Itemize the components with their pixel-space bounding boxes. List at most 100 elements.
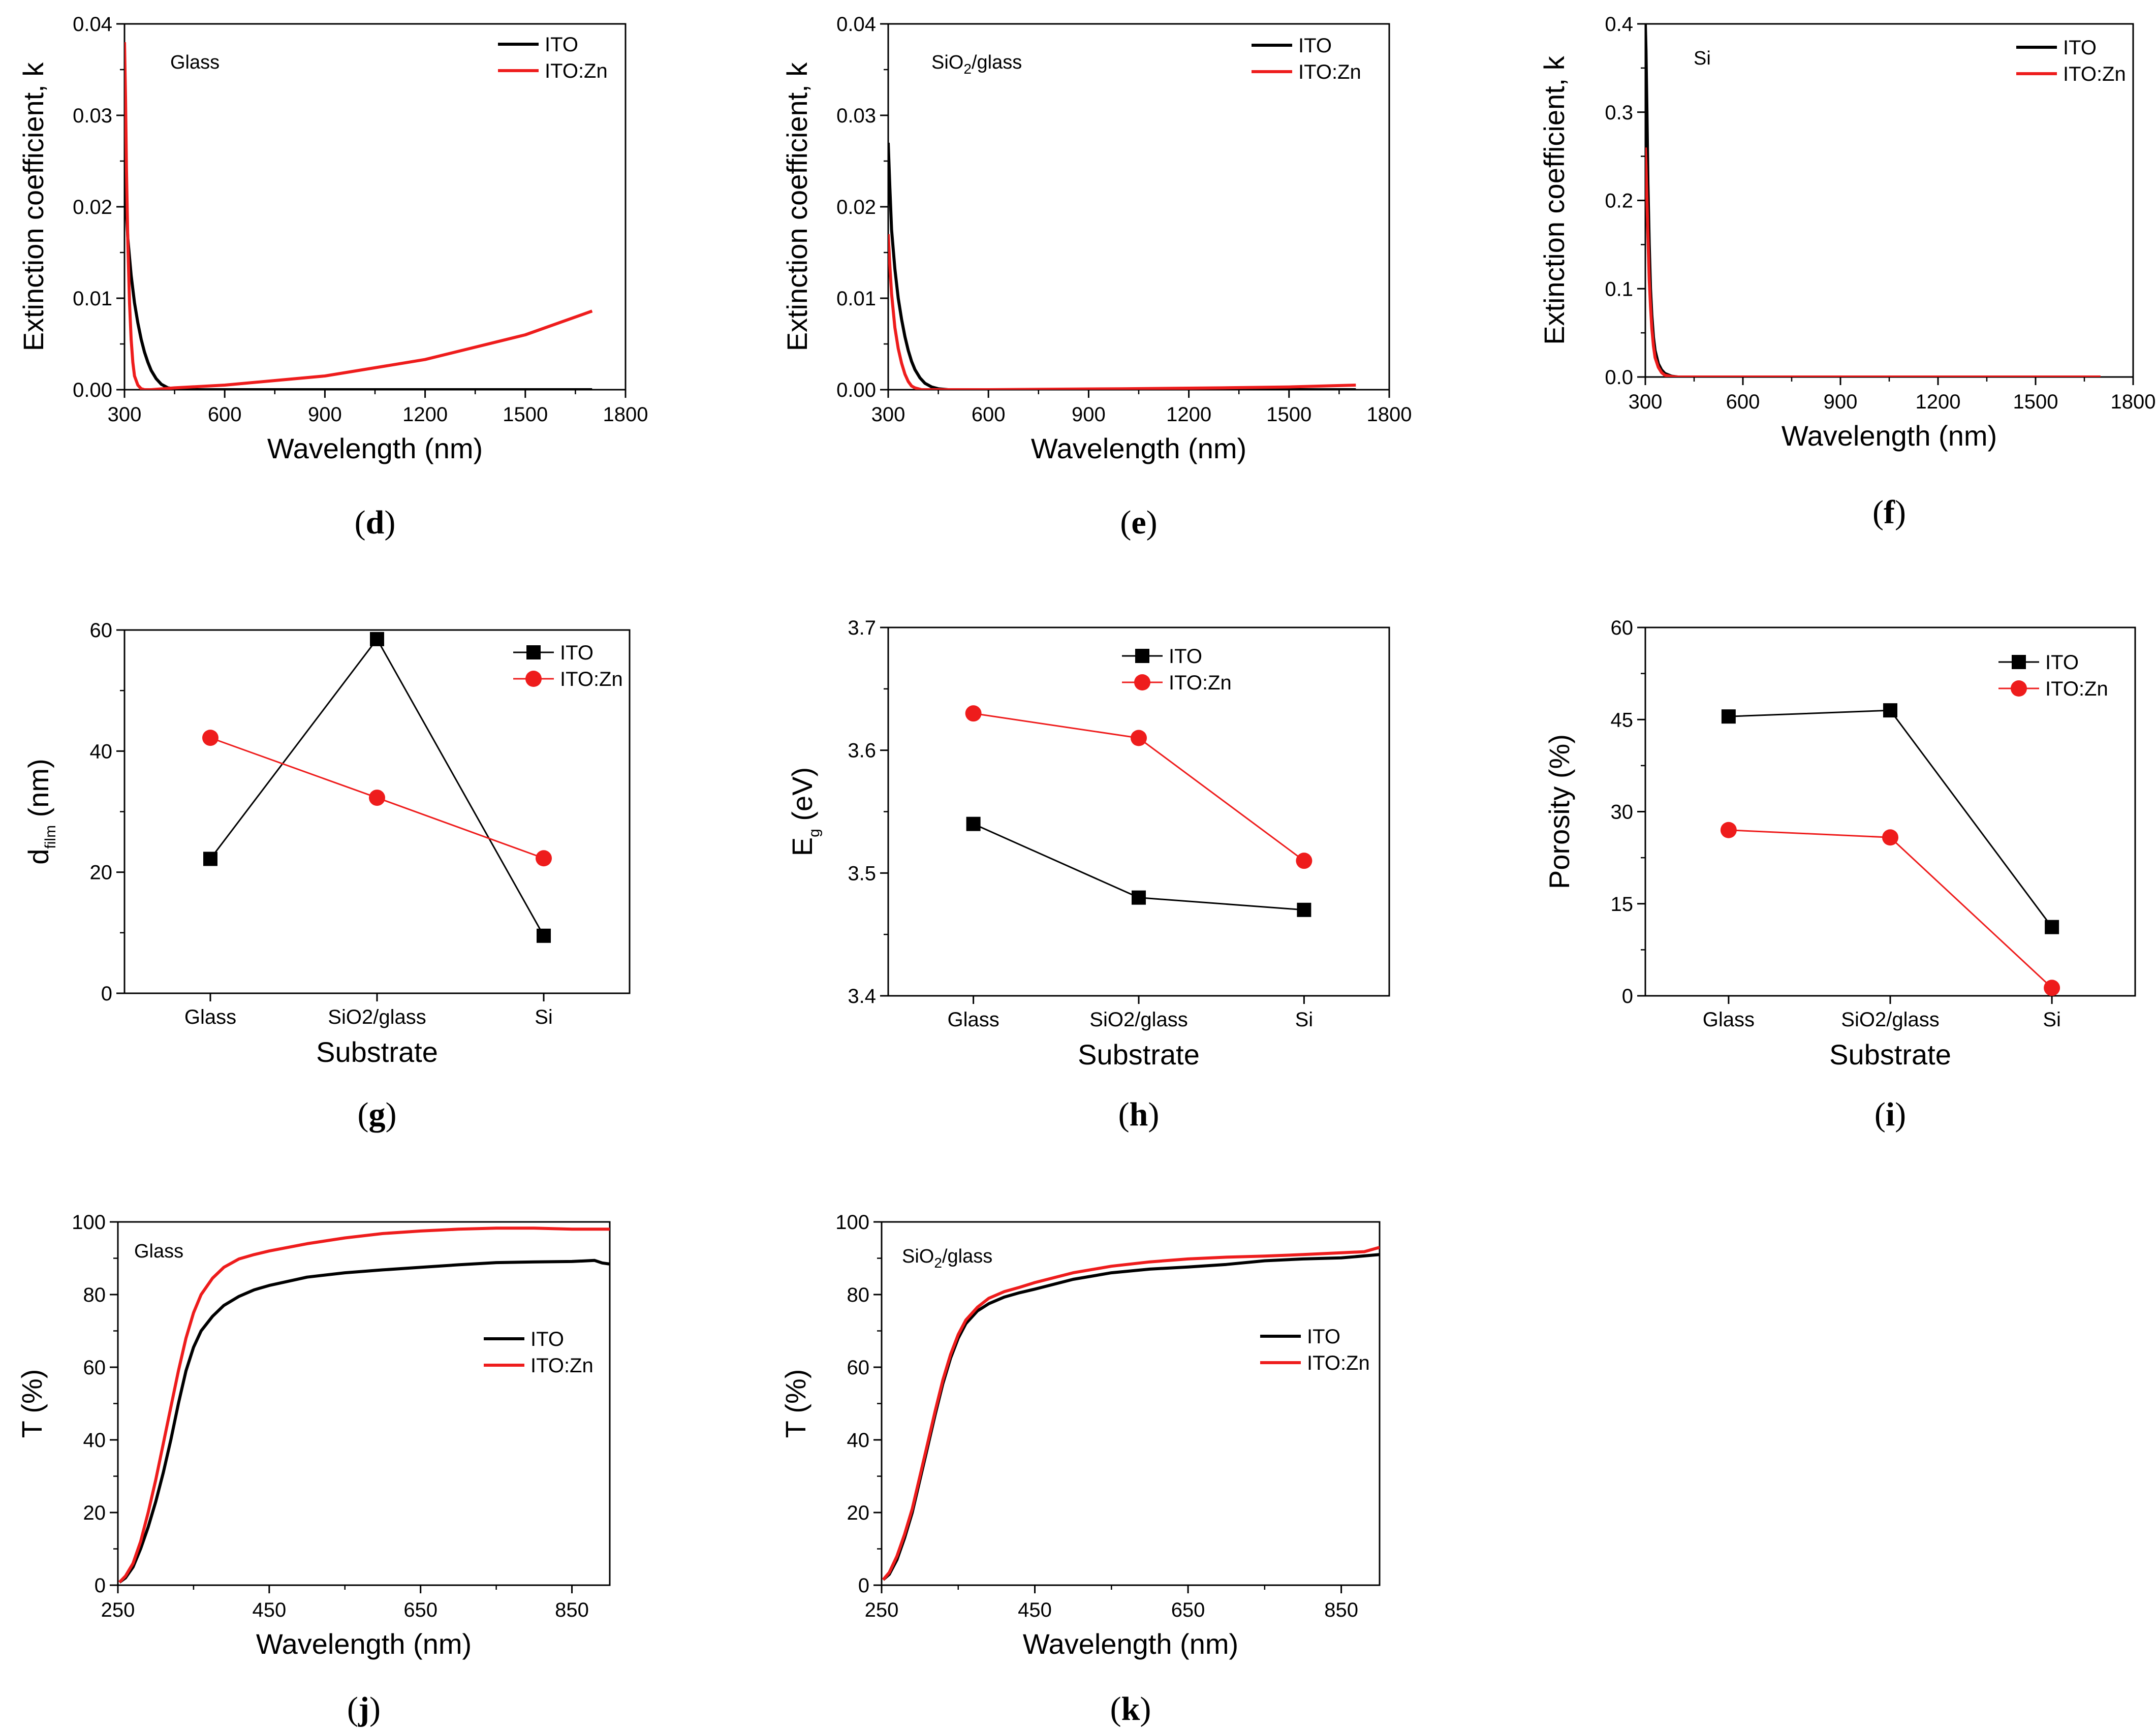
series-line-ito xyxy=(1645,24,2101,377)
x-axis-label: Wavelength (nm) xyxy=(256,1628,472,1660)
y-tick-label: 30 xyxy=(1611,801,1634,824)
data-point-ito-zn xyxy=(202,730,218,746)
series-line-ito xyxy=(209,638,545,936)
legend-label-ito-zn: ITO:Zn xyxy=(1169,672,1232,694)
y-tick-label: 60 xyxy=(1611,617,1634,639)
x-tick-label: 1500 xyxy=(503,403,548,426)
legend: ITO ITO:Zn xyxy=(1252,35,1361,83)
series-line-ito-zn xyxy=(888,234,1356,390)
legend: ITO ITO:Zn xyxy=(498,34,608,82)
y-tick-label: 20 xyxy=(83,1502,106,1524)
y-axis-label-unit: (eV) xyxy=(786,767,818,829)
y-tick-label: 20 xyxy=(90,862,113,884)
x-category-label: Si xyxy=(535,1006,553,1028)
series-line-ito-zn xyxy=(1728,829,2053,989)
x-tick-label: 300 xyxy=(871,403,905,426)
y-tick-label: 0.04 xyxy=(73,13,112,36)
substrate-note: SiO2/glass xyxy=(931,52,1022,77)
panel-letter: (f) xyxy=(1872,494,1906,531)
substrate-note: Glass xyxy=(170,52,220,73)
y-axis-label: Extinction coefficient, k xyxy=(1538,55,1570,345)
y-axis-label-subscript: g xyxy=(806,829,823,837)
y-tick-label: 3.6 xyxy=(848,740,876,762)
legend: ITO ITO:Zn xyxy=(2016,37,2126,85)
panel-letter: (h) xyxy=(1118,1096,1160,1133)
data-point-ito-zn xyxy=(1882,829,1898,846)
data-point-ito xyxy=(2045,920,2059,934)
panel-letter-char: g xyxy=(369,1096,386,1133)
x-category-label: SiO2/glass xyxy=(1089,1009,1188,1031)
y-axis-label: Eg (eV) xyxy=(786,767,823,856)
plot-frame xyxy=(123,629,631,994)
panel-letter-char: k xyxy=(1121,1690,1140,1727)
x-axis-label: Wavelength (nm) xyxy=(1782,420,1997,452)
y-tick-label: 100 xyxy=(72,1211,106,1234)
panel-letter-char: j xyxy=(358,1690,369,1727)
data-point-ito xyxy=(537,928,551,943)
legend-marker-ito-zn xyxy=(1134,674,1150,690)
plot-frame xyxy=(881,1221,1381,1586)
x-category-label: Glass xyxy=(184,1006,236,1028)
legend: ITO ITO:Zn xyxy=(1122,645,1232,694)
x-tick-label: 1800 xyxy=(603,403,648,426)
substrate-note: Si xyxy=(1694,48,1711,69)
series-line-ito-zn xyxy=(882,1246,1380,1581)
legend: ITO ITO:Zn xyxy=(484,1328,593,1377)
legend-label-ito: ITO xyxy=(530,1328,564,1350)
x-tick-label: 450 xyxy=(1018,1599,1052,1621)
y-tick-label: 0.00 xyxy=(836,379,876,401)
y-tick-label: 3.5 xyxy=(848,862,876,885)
y-tick-label: 80 xyxy=(83,1284,106,1306)
substrate-note-subscript: 2 xyxy=(963,61,972,77)
panel-g: 0 20 40 60 Glass SiO2/glass Si Substrate dfilm (… xyxy=(22,619,631,1133)
legend-label-ito-zn: ITO:Zn xyxy=(545,60,608,82)
y-axis-label: Extinction coefficient, k xyxy=(781,62,813,352)
y-tick-label: 0.03 xyxy=(836,105,876,127)
y-axis-label-main: E xyxy=(786,837,818,856)
x-tick-label: 1800 xyxy=(1367,403,1412,426)
y-tick-label: 40 xyxy=(847,1429,870,1452)
panel-i: 0 15 30 45 60 Glass SiO2/glass Si Substrate Poros… xyxy=(1543,617,2136,1133)
legend-marker-ito-zn xyxy=(525,671,542,687)
data-point-ito xyxy=(370,632,384,646)
series-line-ito-zn xyxy=(118,1226,610,1584)
y-axis-label: T (%) xyxy=(16,1369,48,1438)
legend-label-ito: ITO xyxy=(560,642,593,664)
data-point-ito-zn xyxy=(2044,980,2060,996)
data-point-ito xyxy=(1297,902,1311,917)
y-axis-label-main: d xyxy=(22,849,54,865)
substrate-note: Glass xyxy=(134,1241,183,1262)
y-tick-label: 15 xyxy=(1611,893,1634,916)
legend-label-ito: ITO xyxy=(545,34,578,56)
panel-letter-char: i xyxy=(1886,1096,1895,1133)
legend-label-ito-zn: ITO:Zn xyxy=(560,668,623,690)
legend-label-ito-zn: ITO:Zn xyxy=(1307,1352,1370,1374)
legend-label-ito-zn: ITO:Zn xyxy=(2063,63,2126,85)
x-axis-label: Substrate xyxy=(1078,1038,1200,1071)
x-category-label: Si xyxy=(2043,1009,2061,1031)
x-tick-label: 900 xyxy=(1824,391,1858,413)
x-tick-label: 900 xyxy=(308,403,342,426)
y-tick-label: 60 xyxy=(90,619,113,642)
legend: ITO ITO:Zn xyxy=(1260,1326,1370,1374)
x-tick-label: 1200 xyxy=(1916,391,1961,413)
y-tick-label: 0.01 xyxy=(836,288,876,310)
panel-letter: (d) xyxy=(355,504,396,541)
legend-label-ito-zn: ITO:Zn xyxy=(1298,61,1361,83)
series-line-ito xyxy=(1728,709,2053,928)
y-tick-label: 0.01 xyxy=(73,288,112,310)
x-axis-label: Substrate xyxy=(1829,1038,1951,1071)
panel-f: 0.0 0.1 0.2 0.3 0.4 300 600 900 1200 1500 1800 Wave… xyxy=(1538,13,2155,531)
y-axis-label: Extinction coefficient, k xyxy=(17,62,49,352)
x-axis-label: Wavelength (nm) xyxy=(267,432,483,464)
panel-letter: (i) xyxy=(1874,1096,1906,1133)
y-tick-label: 45 xyxy=(1611,709,1634,731)
x-tick-label: 1500 xyxy=(1266,403,1311,426)
x-tick-label: 600 xyxy=(208,403,242,426)
panel-h: 3.4 3.5 3.6 3.7 Glass SiO2/glass Si Substrate Eg… xyxy=(786,617,1390,1133)
x-axis-label: Wavelength (nm) xyxy=(1023,1628,1238,1660)
y-axis-label-unit: (nm) xyxy=(22,759,54,825)
x-tick-label: 650 xyxy=(1171,1599,1205,1621)
plot-frame xyxy=(117,1221,611,1586)
y-tick-label: 0 xyxy=(95,1575,106,1597)
